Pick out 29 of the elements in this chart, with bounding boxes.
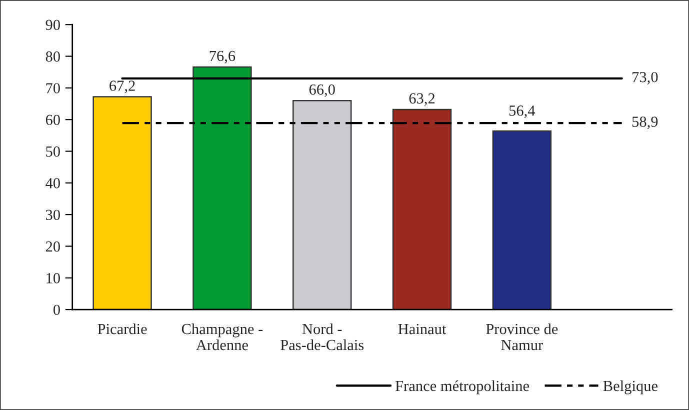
y-tick-label: 60	[46, 114, 60, 126]
data-label: 66,0	[309, 84, 335, 97]
bar	[92, 96, 152, 310]
data-label: 58,9	[632, 116, 658, 130]
y-tick-label: 80	[46, 51, 60, 62]
bar	[392, 108, 452, 310]
x-tick-label: Hainaut	[398, 324, 446, 334]
data-label: 76,6	[210, 50, 236, 64]
data-label: 63,2	[409, 93, 435, 106]
data-label: 67,2	[110, 80, 135, 94]
data-label: 73,0	[632, 72, 658, 84]
x-tick-label: Champagne - Ardenne	[182, 323, 263, 350]
bar	[292, 100, 352, 310]
y-tick-label: 70	[46, 83, 60, 94]
y-tick-label: 0	[53, 304, 60, 315]
y-tick-label: 50	[46, 146, 60, 157]
x-tick-label: Nord - Pas-de-Calais	[280, 323, 364, 350]
bar	[192, 66, 252, 310]
y-tick-label: 90	[46, 20, 60, 30]
x-tick-label: Province de Namur	[486, 323, 558, 350]
legend-label: France métropolitaine	[395, 380, 529, 394]
legend-label: Belgique	[603, 380, 658, 394]
y-tick-label: 10	[46, 273, 60, 284]
y-tick-label: 40	[46, 178, 60, 188]
y-tick-label: 20	[46, 241, 60, 252]
x-tick-label: Picardie	[98, 323, 147, 334]
bar	[492, 130, 552, 310]
data-label: 56,4	[509, 106, 536, 118]
y-tick-label: 30	[46, 210, 60, 220]
